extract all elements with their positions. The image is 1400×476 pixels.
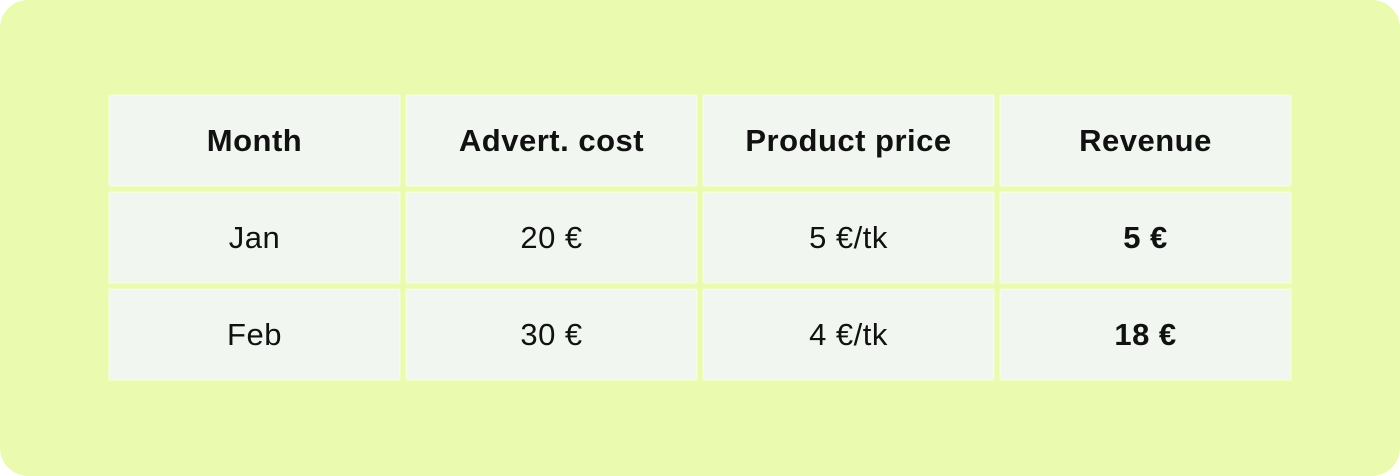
cell-revenue: 5 €: [1001, 193, 1290, 282]
header-revenue: Revenue: [1001, 96, 1290, 185]
cell-product-price: 5 €/tk: [704, 193, 993, 282]
header-month: Month: [110, 96, 399, 185]
header-advert-cost: Advert. cost: [407, 96, 696, 185]
cell-month: Jan: [110, 193, 399, 282]
data-table: Month Advert. cost Product price Revenue…: [110, 96, 1290, 379]
cell-product-price: 4 €/tk: [704, 290, 993, 379]
cell-month: Feb: [110, 290, 399, 379]
header-product-price: Product price: [704, 96, 993, 185]
cell-advert-cost: 20 €: [407, 193, 696, 282]
cell-revenue: 18 €: [1001, 290, 1290, 379]
cell-advert-cost: 30 €: [407, 290, 696, 379]
